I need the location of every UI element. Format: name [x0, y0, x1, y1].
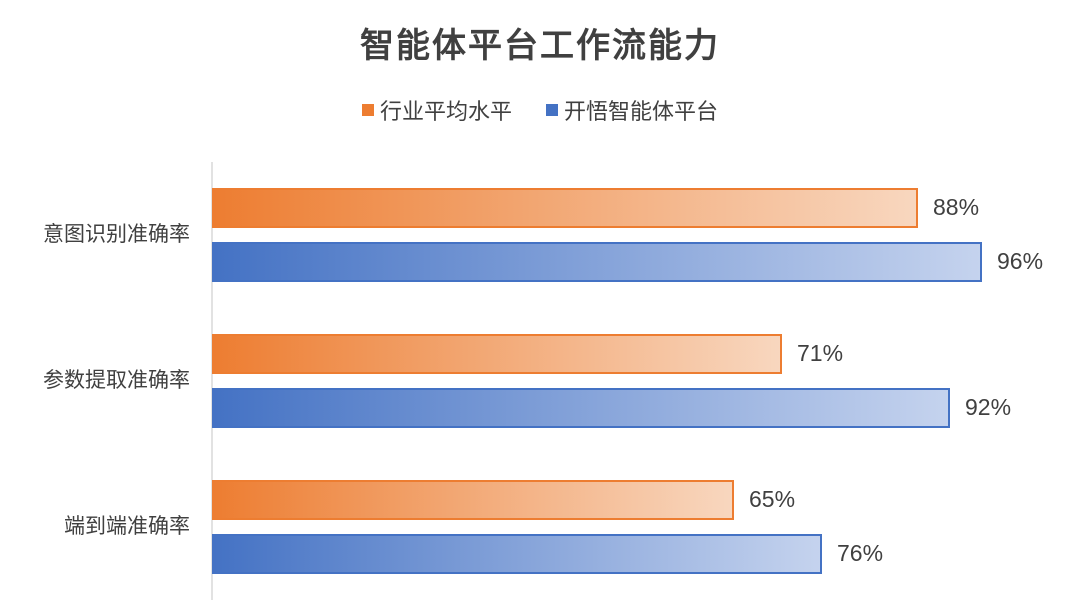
legend-label-industry-average: 行业平均水平	[379, 100, 512, 125]
data-label: 96%	[997, 248, 1043, 274]
category-tick-label: 意图识别准确率	[43, 222, 190, 246]
legend-item-kaiwu-platform: 开悟智能体平台	[546, 94, 718, 126]
data-label: 71%	[797, 340, 843, 366]
legend: 行业平均水平 开悟智能体平台	[0, 94, 1080, 126]
legend-label-kaiwu-platform: 开悟智能体平台	[564, 100, 719, 125]
legend-swatch-industry-average	[361, 104, 374, 116]
category-tick-label: 参数提取准确率	[43, 368, 190, 392]
legend-swatch-kaiwu-platform	[546, 104, 558, 116]
category-tick-label: 端到端准确率	[64, 514, 190, 538]
bar	[212, 480, 734, 520]
data-label: 65%	[749, 486, 795, 512]
bar	[212, 242, 982, 282]
bar	[212, 388, 950, 428]
legend-item-industry-average: 行业平均水平	[361, 94, 512, 126]
bar	[212, 188, 918, 228]
data-label: 76%	[837, 540, 883, 566]
chart-title: 智能体平台工作流能力	[360, 26, 720, 66]
data-label: 92%	[965, 394, 1011, 420]
bar	[212, 534, 822, 574]
data-label: 88%	[933, 194, 979, 220]
bar	[212, 334, 782, 374]
